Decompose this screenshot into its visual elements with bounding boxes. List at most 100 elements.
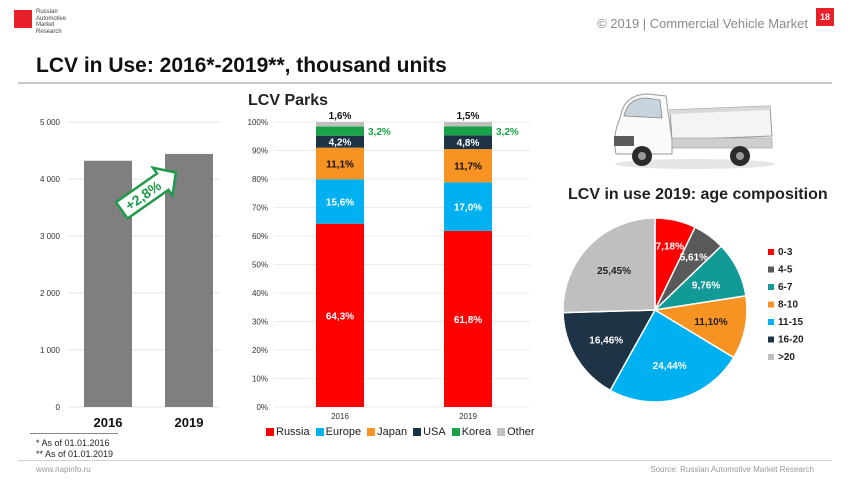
c2-data-label: 4,2% [329,138,352,149]
c3-legend-swatch [768,336,774,343]
c2-tick-label: 40% [252,289,268,298]
c3-slice-label: 25,45% [597,266,631,277]
page-number-badge: 18 [816,8,834,26]
c3-legend-label: 8-10 [778,300,798,311]
c2-segment-korea [444,126,492,136]
parks-legend: Russia Europe Japan USA Korea Other [266,426,535,438]
c1-tick-label: 5 000 [40,118,61,127]
c2-data-label: 11,1% [326,159,354,170]
c3-legend-swatch [768,319,774,325]
c3-slice-label: 5,61% [680,252,708,263]
footnote-divider [30,433,118,434]
c3-slice-label: 16,46% [589,336,623,347]
c2-stacked-bars [316,122,492,407]
c2-data-label: 3,2% [496,127,519,138]
lcv-in-use-chart: 0 1 000 2 000 3 000 4 000 5 000 2016 2019 +2,8… [40,118,220,430]
c2-data-label: 3,2% [368,127,391,138]
c3-legend-label: 6-7 [778,282,793,293]
legend-item-korea: Korea [451,426,492,438]
parks-chart-title: LCV Parks [248,92,329,109]
footer-website: www.napinfo.ru [36,465,91,474]
logo-line: Research [36,28,62,35]
c2-tick-label: 80% [252,175,268,184]
logo-line: Market [36,22,55,28]
c2-tick-label: 90% [252,147,268,156]
c2-segment-other [316,122,364,127]
c2-data-label: 4,8% [457,138,480,149]
c2-data-label: 15,6% [326,198,354,209]
c2-tick-label: 10% [252,375,268,384]
c3-slice-8-10 [652,295,748,359]
c2-segment-other [444,122,492,127]
c3-slice-label: 9,76% [692,281,720,292]
c1-tick-label: 1 000 [40,346,61,355]
c2-segment-europe [444,182,492,231]
c2-segment-russia [316,223,364,407]
c3-legend-swatch [768,284,774,290]
legend-label: Other [507,426,535,438]
c2-tick-label: 70% [252,204,268,213]
logo-line: Russian [36,9,58,15]
header-caption: © 2019 | Commercial Vehicle Market [597,16,808,31]
legend-item-russia: Russia [266,426,310,438]
c2-tick-label: 100% [248,118,268,127]
c2-category-label: 2019 [459,412,477,421]
c3-legend-label: 4-5 [778,265,793,276]
truck-illustration [614,93,775,169]
c3-legend-swatch [768,354,774,360]
legend-label: Europe [325,426,362,438]
legend-swatch [451,428,460,436]
c2-segment-japan [444,149,492,183]
c2-segment-usa [444,135,492,150]
lcv-parks-chart: 0% 10% 20% 30% 40% 50% 60% 70% 80% 90% 100% 64,3% 1… [248,111,530,421]
c3-legend-label: 11-15 [778,317,803,328]
c2-category-labels: 2016 2019 [331,412,477,421]
c2-y-ticks: 0% 10% 20% 30% 40% 50% 60% 70% 80% 90% 100% [248,118,268,412]
footer-divider [18,460,832,461]
c1-category-label: 2016 [94,415,123,430]
logo-mark [14,10,32,28]
legend-item-usa: USA [413,426,446,438]
c1-y-ticks: 0 1 000 2 000 3 000 4 000 5 000 [40,118,61,412]
c2-category-label: 2016 [331,412,349,421]
c2-data-label: 17,0% [454,203,482,214]
c2-data-label: 64,3% [326,311,354,322]
c2-data-label: 1,6% [329,111,352,122]
c2-data-label: 1,5% [457,111,480,122]
legend-swatch [315,428,324,436]
footnotes: * As of 01.01.2016 ** As of 01.01.2019 [36,438,113,460]
c1-tick-label: 0 [56,403,61,412]
legend-label: Korea [461,426,492,438]
c1-tick-label: 3 000 [40,232,61,241]
legend-label: USA [423,426,446,438]
title-divider [18,82,832,84]
c3-slice->20 [562,217,656,314]
c2-segment-russia [444,230,492,407]
age-chart-title: LCV in use 2019: age composition [568,186,828,203]
c2-tick-label: 20% [252,346,268,355]
c3-legend-label: >20 [778,352,795,363]
c2-data-label: 11,7% [454,162,482,173]
footnote-line: ** As of 01.01.2019 [36,449,114,459]
c3-legend-swatch [768,266,774,273]
c2-segment-europe [316,179,364,224]
c1-category-label: 2019 [175,415,204,430]
c3-slice-11-15 [609,308,735,403]
c1-tick-label: 4 000 [40,175,61,184]
legend-item-other: Other [497,426,535,438]
c2-tick-label: 0% [256,403,268,412]
logo-line: Automotive [36,15,67,22]
c3-pie-slices [562,217,748,403]
page-title: LCV in Use: 2016*-2019**, thousand units [36,54,447,77]
c3-legend-label: 0-3 [778,247,793,258]
logo-text: Russian Automotive Market Research [36,9,96,35]
footer-source: Source: Russian Automotive Market Resear… [650,465,814,474]
c3-slice-16-20 [562,309,657,392]
legend-item-europe: Europe [315,426,362,438]
c3-legend-label: 16-20 [778,335,804,346]
c3-slice-label: 24,44% [653,361,687,372]
c2-segment-japan [316,147,364,180]
c3-legend-swatch [768,249,774,255]
legend-label: Japan [377,426,408,438]
footnote-line: * As of 01.01.2016 [36,438,110,448]
